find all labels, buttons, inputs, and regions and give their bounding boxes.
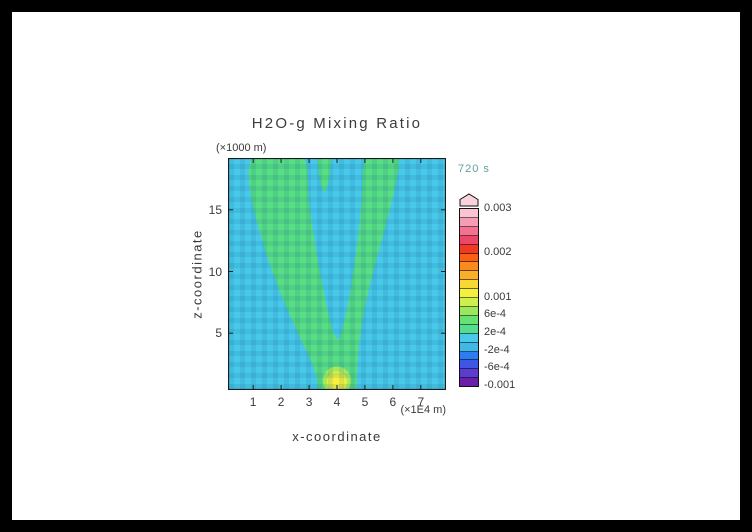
plume-region [248,158,400,390]
colorbar-segment [460,306,478,316]
colorbar-label: 2e-4 [484,325,507,338]
x-tick-label: 5 [361,395,369,409]
colorbar-label: 6e-4 [484,308,507,321]
colorbar-segment [460,298,478,307]
colorbar: 0.003 0.002 0.001 6e-4 2e-4 -2e-4 -6e-4 -0.001 [459,193,529,403]
colorbar-segment [460,378,478,387]
y-tick-label: 15 [208,202,222,217]
time-label: 720 s [458,163,490,175]
x-tick-label: 6 [389,395,397,409]
center-streak-region [317,158,332,192]
plot-svg [228,158,446,390]
colorbar-label: -6e-4 [484,361,510,374]
colorbar-segment [460,351,478,361]
source-ring [330,375,344,390]
y-axis-unit-label: (×1000 m) [216,142,267,154]
colorbar-segment [460,289,478,299]
x-tick-label: 3 [305,395,313,409]
colorbar-arrow-polygon [459,193,479,207]
colorbar-segment [460,244,478,254]
y-tick-label: 5 [215,326,222,341]
colorbar-segment [460,315,478,325]
colorbar-segment [460,324,478,334]
x-tick-label: 2 [277,395,285,409]
colorbar-label: -2e-4 [484,343,510,356]
colorbar-segment [460,333,478,343]
colorbar-label: 0.002 [484,246,512,259]
y-axis-title: z-coordinate [189,229,205,319]
x-tick-label: 4 [333,395,341,409]
colorbar-arrow-cap [459,193,479,207]
x-axis-title: x-coordinate [292,429,382,444]
colorbar-segment [460,342,478,352]
colorbar-bar [459,208,479,387]
figure-panel: H2O-g Mixing Ratio (×1000 m) 720 s 1 2 3 4 5… [12,12,740,520]
colorbar-segment [460,253,478,263]
colorbar-segment [460,209,478,218]
y-tick-label: 10 [208,264,222,279]
x-axis-unit-label: (×1E4 m) [400,404,446,416]
colorbar-segment [460,280,478,290]
plot-frame [228,158,446,390]
colorbar-segment [460,262,478,272]
colorbar-segment [460,271,478,281]
colorbar-arrow-cap-shape [459,193,479,207]
colorbar-segment [460,217,478,227]
plot-area: 1 2 3 4 5 6 7 5 10 15 [209,158,446,409]
colorbar-label: 0.001 [484,290,512,303]
colorbar-segment [460,360,478,370]
chart-title: H2O-g Mixing Ratio [251,115,423,132]
x-tick-label: 7 [417,395,425,409]
x-tick-label: 1 [249,395,257,409]
colorbar-segment [460,369,478,379]
colorbar-labels: 0.003 0.002 0.001 6e-4 2e-4 -2e-4 -6e-4 -0.001 [484,202,528,391]
colorbar-label: 0.003 [484,202,512,214]
colorbar-segment [460,226,478,236]
colorbar-segment [460,235,478,245]
colorbar-label: -0.001 [484,379,516,391]
